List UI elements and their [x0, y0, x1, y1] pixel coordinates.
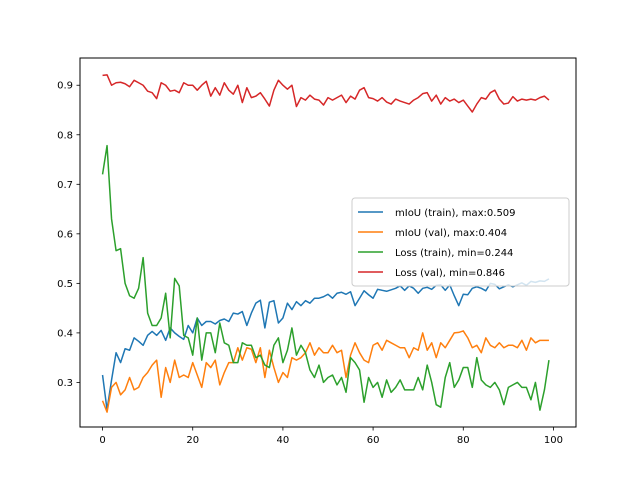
y-tick-label: 0.9: [57, 81, 73, 92]
plot-frame: [79, 57, 577, 428]
legend: mIoU (train), max:0.509 mIoU (val), max:0…: [351, 197, 570, 287]
x-axis: 0 20 40 60 80 100: [99, 427, 563, 446]
y-tick-label: 0.7: [57, 180, 73, 191]
y-tick-label: 0.3: [57, 378, 73, 389]
series-line-3: [102, 74, 550, 113]
x-tick-label: 100: [544, 435, 563, 446]
legend-label-3: Loss (val), min=0.846: [395, 268, 505, 279]
y-tick-label: 0.6: [57, 229, 73, 240]
series-layer: [101, 74, 550, 413]
legend-label-2: Loss (train), min=0.244: [395, 248, 513, 259]
y-tick-label: 0.5: [57, 279, 73, 290]
x-tick-label: 0: [99, 435, 105, 446]
legend-label-1: mIoU (val), max:0.404: [395, 228, 507, 239]
series-line-1: [101, 330, 549, 413]
y-tick-label: 0.4: [57, 328, 73, 339]
legend-box: [351, 197, 570, 287]
x-tick-label: 20: [186, 435, 199, 446]
x-tick-label: 60: [367, 435, 380, 446]
legend-label-0: mIoU (train), max:0.509: [395, 208, 516, 219]
y-tick-label: 0.8: [57, 130, 73, 141]
series-line-0: [101, 278, 550, 411]
series-line-2: [101, 144, 550, 411]
y-axis: 0.3 0.4 0.5 0.6 0.7 0.8 0.9: [57, 81, 80, 389]
x-tick-label: 40: [277, 435, 290, 446]
x-tick-label: 80: [457, 435, 470, 446]
